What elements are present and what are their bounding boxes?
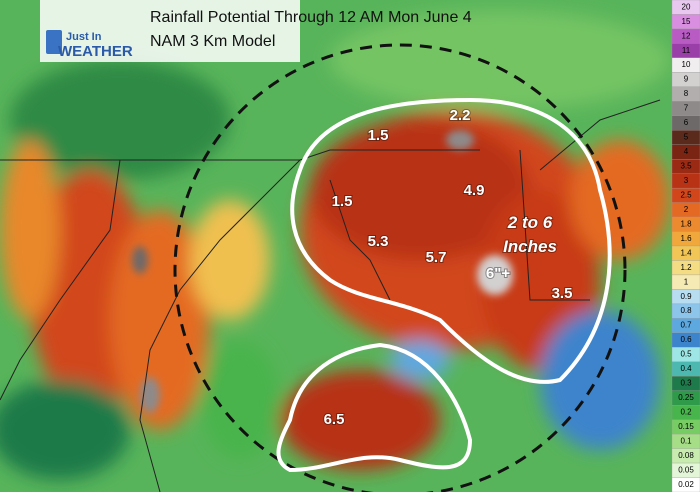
amount-label: 3.5 bbox=[552, 285, 573, 302]
amount-label: 6.5 bbox=[324, 411, 345, 428]
range-circle bbox=[173, 43, 627, 497]
legend-label: 0.7 bbox=[680, 321, 692, 330]
title: Rainfall Potential Through 12 AM Mon Jun… bbox=[150, 9, 472, 26]
amount-label: 5.7 bbox=[426, 249, 447, 266]
outline bbox=[276, 97, 612, 473]
legend-label: 0.5 bbox=[680, 350, 692, 359]
legend-label: 1.2 bbox=[680, 263, 692, 272]
legend-label: 0.3 bbox=[680, 379, 692, 388]
legend-label: 0.9 bbox=[680, 292, 692, 301]
legend-label: 9 bbox=[684, 75, 689, 84]
logo-bottom: WEATHER bbox=[58, 43, 133, 60]
legend-label: 11 bbox=[682, 46, 691, 55]
range-label: 2 to 6 bbox=[507, 213, 553, 232]
amount-label: 2.2 bbox=[450, 107, 471, 124]
legend-label: 6 bbox=[684, 118, 689, 127]
legend-label: 0.25 bbox=[678, 393, 694, 402]
amount-label: 5.3 bbox=[368, 233, 389, 250]
legend-label: 8 bbox=[684, 89, 689, 98]
legend-label: 0.02 bbox=[678, 480, 694, 489]
logo-icon bbox=[46, 30, 62, 54]
legend-label: 0.1 bbox=[680, 436, 692, 445]
legend-label: 0.6 bbox=[680, 335, 692, 344]
legend-label: 20 bbox=[682, 2, 691, 11]
legend-label: 5 bbox=[684, 133, 689, 142]
legend-label: 0.4 bbox=[680, 364, 692, 373]
logo-top: Just In bbox=[66, 31, 102, 43]
legend-label: 3 bbox=[684, 176, 689, 185]
annotations: 2.2 1.5 1.5 4.9 5.3 5.7 2 to 6 Inches 6"… bbox=[323, 106, 574, 429]
legend-label: 7 bbox=[684, 104, 689, 113]
legend-label: 0.8 bbox=[680, 306, 692, 315]
legend-label: 1.4 bbox=[680, 248, 692, 257]
legend-label: 0.08 bbox=[678, 451, 694, 460]
amount-label: 6"+ bbox=[486, 265, 510, 282]
legend-label: 12 bbox=[682, 31, 691, 40]
legend-label: 2 bbox=[684, 205, 689, 214]
legend-label: 1.8 bbox=[680, 219, 692, 228]
amount-label: 4.9 bbox=[464, 182, 485, 199]
legend-label: 1 bbox=[684, 277, 689, 286]
legend: 20 15 12 11 10 9 8 7 6 5 4 3.5 3 2.5 2 1.8 1.6 1.4 1.2 1 0.9… bbox=[671, 0, 700, 493]
amount-label: 1.5 bbox=[368, 127, 389, 144]
legend-label: 10 bbox=[682, 60, 691, 69]
legend-label: 15 bbox=[682, 17, 691, 26]
precip-field bbox=[0, 0, 672, 492]
legend-label: 0.15 bbox=[678, 422, 694, 431]
range-label: Inches bbox=[503, 237, 557, 256]
header-box bbox=[40, 0, 300, 62]
legend-label: 4 bbox=[684, 147, 689, 156]
legend-label: 2.5 bbox=[680, 190, 692, 199]
amount-label: 1.5 bbox=[332, 193, 353, 210]
legend-label: 1.6 bbox=[680, 234, 692, 243]
borders bbox=[0, 99, 661, 493]
legend-label: 0.2 bbox=[680, 408, 692, 417]
subtitle: NAM 3 Km Model bbox=[150, 33, 275, 50]
legend-label: 3.5 bbox=[680, 162, 692, 171]
legend-label: 0.05 bbox=[678, 465, 694, 474]
